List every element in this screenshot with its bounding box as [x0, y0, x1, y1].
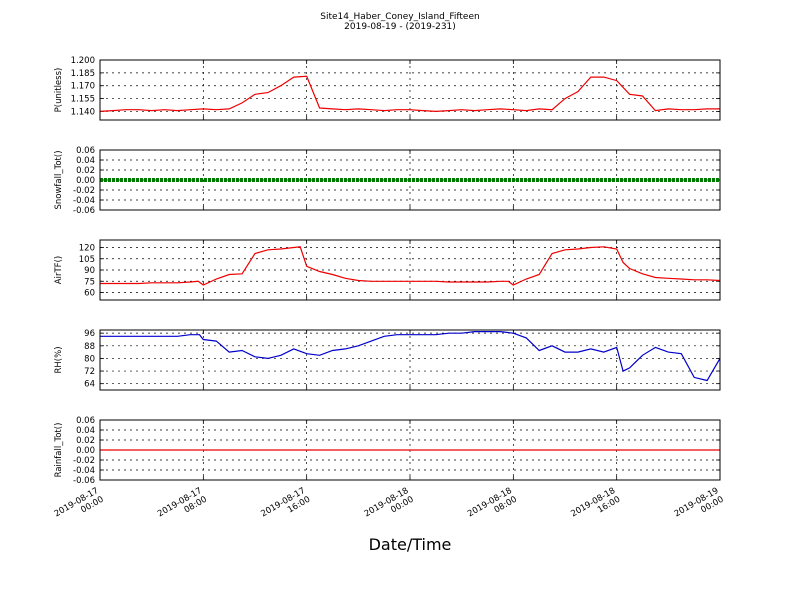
panel-3: 64 72 80 88 96 RH(%) [54, 329, 721, 391]
y-tick-label: 1.155 [71, 95, 95, 105]
y-tick-label: 0.02 [76, 166, 95, 176]
y-tick-label: 120 [79, 244, 95, 254]
y-tick-label: 1.170 [71, 82, 95, 92]
x-tick-label: 2019-08-1800:00 [363, 486, 416, 528]
panel-frame [99, 149, 721, 211]
y-tick-label: 1.200 [71, 56, 95, 66]
y-tick-label: 60 [84, 289, 95, 299]
y-axis-label: P(unitless) [54, 68, 64, 113]
x-tick-label: 2019-08-1808:00 [466, 486, 519, 528]
panel-4: -0.06-0.04-0.020.000.020.040.06 Rainfall_… [54, 416, 721, 486]
y-tick-label: 80 [84, 354, 95, 364]
y-tick-label: 96 [84, 329, 95, 339]
chart-subtitle: 2019-08-19 - (2019-231) [344, 22, 456, 32]
panels: 1.140 1.155 1.170 1.185 1.200 P(unitless) -0.0… [54, 56, 721, 486]
y-tick-label: 105 [79, 255, 95, 265]
y-axis-label: Snowfall_Tot() [54, 150, 64, 209]
y-tick-label: 0.06 [76, 416, 95, 426]
x-tick-label: 2019-08-1716:00 [259, 486, 312, 528]
x-tick-label: 2019-08-1900:00 [673, 486, 726, 528]
y-tick-label: 75 [84, 277, 95, 287]
y-tick-label: 72 [84, 367, 95, 377]
y-tick-label: 0.06 [76, 146, 95, 156]
panel-frame [99, 419, 721, 481]
y-tick-label: 0.00 [76, 176, 95, 186]
panel-frame [99, 239, 721, 301]
y-tick-label: -0.02 [73, 456, 95, 466]
series-line-2-0 [100, 246, 721, 286]
y-axis-label: Rainfall_Tot() [54, 423, 64, 478]
series-line-3-0 [100, 331, 721, 382]
y-tick-label: -0.02 [73, 186, 95, 196]
y-tick-label: -0.06 [73, 206, 95, 216]
x-tick-labels: 2019-08-1700:00 2019-08-1708:00 2019-08-17… [53, 486, 726, 528]
y-tick-label: -0.04 [73, 196, 95, 206]
x-tick-label: 2019-08-1708:00 [156, 486, 209, 528]
x-axis-label: Date/Time [369, 535, 452, 554]
y-tick-label: -0.04 [73, 466, 95, 476]
y-tick-label: 0.04 [76, 156, 95, 166]
y-tick-label: 88 [84, 342, 95, 352]
y-axis-label: RH(%) [54, 346, 64, 373]
y-tick-label: 90 [84, 266, 95, 276]
panel-1: -0.06-0.04-0.020.000.020.040.06 Snowfall_… [54, 146, 721, 216]
y-tick-label: 0.04 [76, 426, 95, 436]
y-tick-label: 0.02 [76, 436, 95, 446]
y-tick-label: 1.185 [71, 69, 95, 79]
y-tick-label: -0.06 [73, 476, 95, 486]
y-axis-label: AirTF() [54, 256, 64, 284]
y-tick-label: 1.140 [71, 107, 95, 117]
x-tick-label: 2019-08-1816:00 [569, 486, 622, 528]
panel-frame [99, 329, 721, 391]
chart-title: Site14_Haber_Coney_Island_Fifteen [320, 12, 479, 22]
series-line-0-0 [99, 75, 720, 113]
panel-frame [99, 59, 721, 121]
y-tick-label: 0.00 [76, 446, 95, 456]
panel-0: 1.140 1.155 1.170 1.185 1.200 P(unitless) [54, 56, 721, 121]
x-tick-label: 2019-08-1700:00 [53, 486, 106, 528]
y-tick-label: 64 [84, 380, 95, 390]
